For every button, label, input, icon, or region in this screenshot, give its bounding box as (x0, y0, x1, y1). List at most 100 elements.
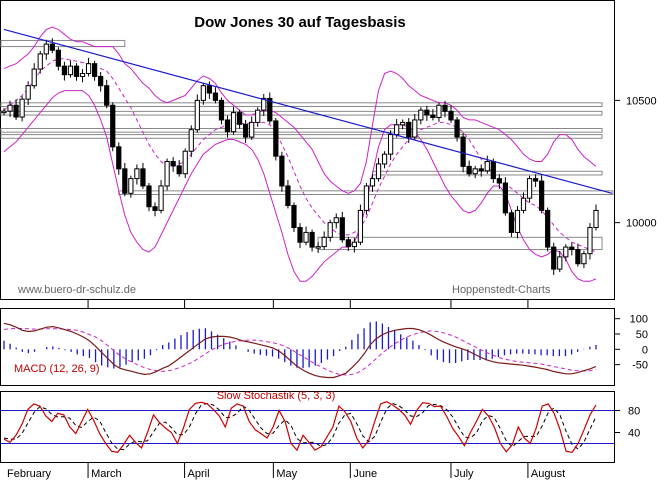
candle (249, 121, 255, 138)
candle (243, 123, 249, 138)
candle (267, 97, 273, 122)
support-box (0, 127, 603, 133)
price-tick-label: 10500 (626, 95, 657, 107)
candle (490, 161, 496, 180)
candle (309, 231, 315, 248)
candle (170, 161, 176, 167)
candle (116, 146, 122, 170)
candle (188, 129, 194, 152)
candle (375, 163, 382, 180)
candle (478, 168, 484, 172)
candle (122, 168, 128, 194)
candle (581, 253, 587, 265)
candle (200, 85, 206, 101)
candle (285, 185, 291, 207)
candle (206, 85, 213, 94)
candle (98, 75, 104, 87)
candle (532, 178, 539, 182)
candle (91, 63, 98, 77)
candle (31, 68, 37, 87)
candle (73, 65, 80, 77)
candle (520, 197, 527, 211)
candle (25, 85, 31, 100)
macd-lines (3, 322, 597, 379)
candle (255, 109, 261, 123)
candle (158, 185, 164, 211)
candle (176, 165, 182, 175)
candle (303, 231, 309, 243)
candle (1, 110, 7, 114)
month-label: February (7, 468, 52, 480)
candle (400, 121, 406, 126)
candle (575, 249, 581, 265)
macd-tick-label: 100 (630, 314, 648, 326)
candle (406, 121, 412, 138)
macd-tick-label: -50 (632, 360, 648, 372)
candle (128, 178, 134, 194)
macd-signal-line (3, 328, 597, 376)
support-box (0, 110, 603, 116)
candle (387, 134, 394, 155)
candle (526, 178, 533, 199)
support-box (0, 102, 603, 107)
month-label: July (454, 468, 474, 480)
candle (442, 104, 448, 112)
candle (539, 180, 545, 211)
candle (224, 119, 231, 133)
candle (436, 104, 442, 118)
candle (261, 97, 267, 111)
macd-label: MACD (12, 26, 9) (14, 363, 100, 375)
candle (545, 209, 551, 248)
stochastic-levels (1, 410, 614, 444)
macd-line (3, 322, 597, 379)
candle (351, 241, 357, 248)
stochastic-lines (3, 401, 597, 453)
macd-tick-label: 50 (636, 329, 648, 341)
candle (67, 65, 74, 76)
month-label: June (353, 468, 377, 480)
macd-tick-label: 0 (642, 344, 648, 356)
middle-band (3, 58, 597, 253)
candle (297, 227, 303, 243)
candle (37, 53, 43, 70)
candle (315, 246, 321, 249)
stochastic-k-line (3, 401, 597, 453)
candle (587, 227, 593, 255)
stochastic-tick-label: 40 (628, 428, 640, 440)
candle (279, 155, 285, 187)
candle (551, 246, 557, 270)
candle (55, 49, 61, 67)
candle (508, 212, 515, 233)
month-labels: February March April May June July August (7, 468, 565, 480)
candle (557, 256, 563, 270)
stochastic-panel-frame (0, 391, 615, 463)
stochastic-tick-label: 80 (628, 406, 640, 418)
month-label: May (276, 468, 297, 480)
candle (412, 119, 418, 138)
candle (19, 98, 25, 118)
price-panel-frame (0, 0, 615, 300)
stochastic-label: Slow Stochastik (5, 3, 3) (217, 390, 336, 402)
candle (472, 168, 478, 175)
price-candles (1, 38, 599, 275)
candle (593, 209, 599, 229)
price-axis: 10000 10500 (614, 95, 657, 230)
chart-title: Dow Jones 30 auf Tagesbasis (194, 14, 405, 31)
candle (563, 246, 569, 258)
candle (496, 178, 502, 184)
watermark-right: Hoppenstedt-Charts (452, 284, 551, 296)
trendline (3, 28, 613, 194)
candle (321, 236, 327, 248)
macd-axis: 100 50 0 -50 (614, 314, 648, 372)
candle (466, 165, 472, 175)
month-grid (87, 300, 529, 478)
candle (484, 161, 490, 172)
candle (448, 110, 454, 121)
candle (273, 120, 279, 157)
candle (7, 104, 13, 112)
candle (394, 124, 400, 136)
watermark-left: www.buero-dr-schulz.de (17, 284, 136, 296)
candle (49, 43, 55, 51)
candle (218, 99, 225, 121)
candle (369, 178, 376, 187)
